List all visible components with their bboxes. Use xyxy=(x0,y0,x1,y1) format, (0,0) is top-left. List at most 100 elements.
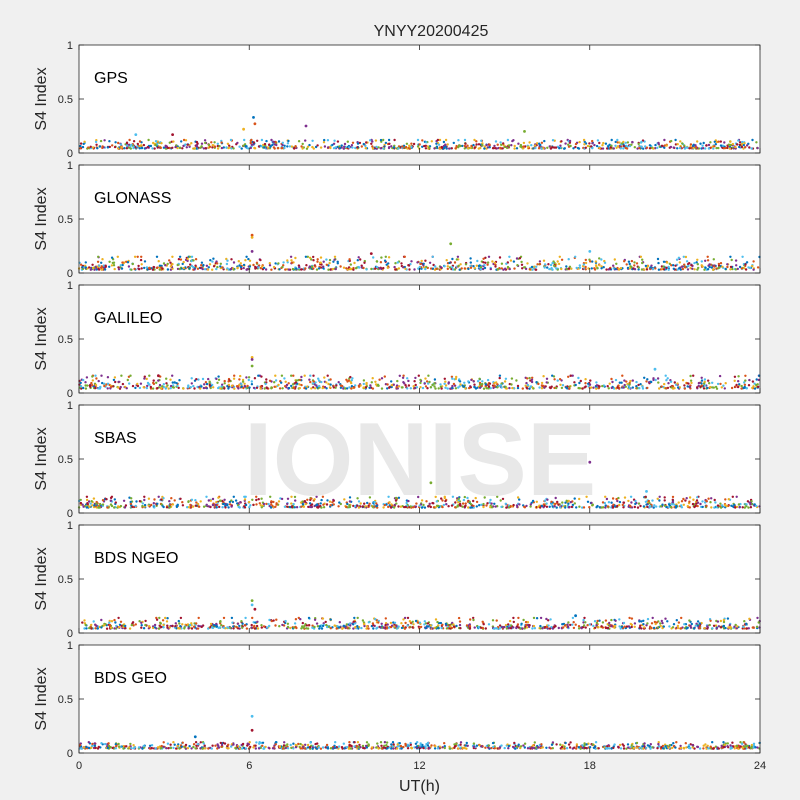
data-point xyxy=(229,138,233,142)
data-point xyxy=(212,257,215,260)
data-point xyxy=(178,379,181,382)
data-point xyxy=(101,145,104,148)
data-point xyxy=(252,386,256,390)
data-point xyxy=(567,621,570,624)
data-point xyxy=(125,147,129,150)
data-point xyxy=(332,499,335,502)
data-point xyxy=(617,267,621,271)
data-point xyxy=(215,506,218,509)
data-point xyxy=(418,143,421,146)
data-point xyxy=(228,503,232,506)
data-point xyxy=(669,145,673,149)
data-point xyxy=(593,143,596,147)
data-point xyxy=(568,387,571,390)
data-point xyxy=(588,142,591,145)
data-point xyxy=(339,265,342,268)
data-point xyxy=(598,264,601,267)
data-point xyxy=(306,743,310,747)
data-point xyxy=(583,386,586,389)
data-point xyxy=(466,144,469,147)
data-point xyxy=(182,260,185,264)
data-point xyxy=(418,621,422,624)
data-point xyxy=(516,264,519,267)
data-point xyxy=(362,379,366,382)
data-point xyxy=(635,385,638,388)
data-point xyxy=(501,497,505,501)
data-point xyxy=(633,268,637,271)
data-point xyxy=(565,499,568,502)
data-point xyxy=(472,143,475,147)
data-point xyxy=(365,627,368,630)
data-point xyxy=(240,620,243,623)
data-point xyxy=(567,375,570,378)
data-point xyxy=(520,622,523,625)
data-point xyxy=(265,139,268,143)
data-point xyxy=(526,377,529,380)
data-point xyxy=(535,500,538,503)
data-point xyxy=(700,382,703,385)
data-point xyxy=(232,261,236,264)
data-point xyxy=(628,383,631,386)
data-point xyxy=(630,501,633,504)
data-point xyxy=(362,382,365,386)
data-point xyxy=(724,382,727,385)
data-point xyxy=(697,384,700,387)
data-point xyxy=(265,386,268,389)
data-point xyxy=(185,146,188,149)
data-point xyxy=(596,267,599,270)
y-axis-label: S4 Index xyxy=(33,67,50,130)
data-point xyxy=(84,261,88,264)
data-point xyxy=(255,495,258,498)
data-point xyxy=(272,140,275,143)
data-point xyxy=(308,265,311,268)
data-point xyxy=(302,505,306,508)
data-point-spike xyxy=(253,607,257,611)
data-point xyxy=(504,385,507,388)
data-point xyxy=(735,495,738,498)
data-point xyxy=(603,261,607,264)
data-point xyxy=(689,143,693,146)
data-point xyxy=(389,621,393,625)
data-point xyxy=(453,261,457,264)
data-point xyxy=(524,145,527,148)
data-point xyxy=(639,504,642,508)
data-point xyxy=(473,385,476,389)
data-point xyxy=(292,502,295,506)
data-point xyxy=(672,264,675,267)
data-point xyxy=(633,146,636,149)
data-point xyxy=(268,624,271,628)
data-point xyxy=(623,383,626,387)
data-point xyxy=(594,626,597,629)
data-point xyxy=(483,147,486,150)
data-point xyxy=(258,502,261,505)
data-point xyxy=(556,260,559,263)
data-point xyxy=(752,742,756,745)
data-point xyxy=(278,268,281,271)
data-point xyxy=(124,627,127,630)
data-point xyxy=(169,387,172,390)
data-point xyxy=(260,624,263,627)
data-point xyxy=(464,502,467,505)
data-point xyxy=(686,146,689,149)
data-point xyxy=(133,267,136,271)
data-point xyxy=(85,506,89,509)
data-point xyxy=(661,503,664,506)
data-point xyxy=(738,145,741,149)
data-point xyxy=(681,265,684,268)
data-point xyxy=(209,622,213,626)
data-point xyxy=(217,378,221,381)
data-point xyxy=(755,504,758,508)
data-point xyxy=(638,626,641,629)
data-point xyxy=(171,262,174,266)
data-point xyxy=(353,261,356,265)
data-point xyxy=(486,502,489,505)
data-point xyxy=(644,264,648,268)
data-point xyxy=(694,624,697,627)
data-point xyxy=(412,506,415,509)
data-point xyxy=(617,496,620,500)
data-point xyxy=(704,147,707,150)
data-point xyxy=(128,138,131,142)
data-point xyxy=(481,380,484,383)
data-point xyxy=(113,498,117,501)
data-point xyxy=(386,623,389,626)
